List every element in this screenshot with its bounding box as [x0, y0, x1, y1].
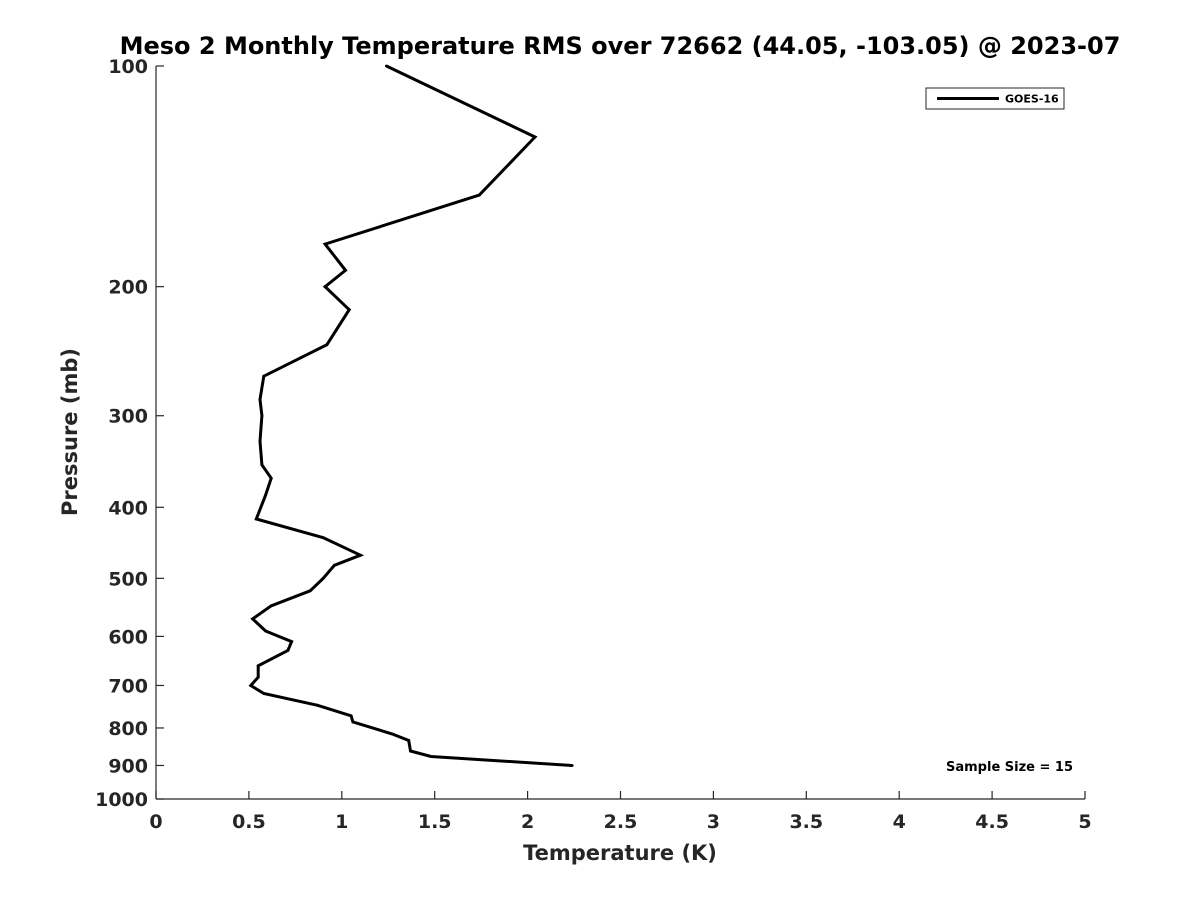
x-tick-label: 1	[335, 811, 348, 833]
data-point	[325, 343, 329, 347]
data-point	[533, 135, 537, 139]
x-tick-label: 4	[893, 811, 906, 833]
data-point	[256, 675, 260, 679]
y-tick-label: 400	[108, 497, 148, 519]
data-point	[254, 517, 258, 521]
data-point	[344, 268, 347, 272]
data-point	[308, 589, 312, 593]
sample-size-annotation: Sample Size = 15	[946, 760, 1073, 775]
x-tick-label: 5	[1078, 811, 1091, 833]
x-tick-label: 0	[149, 811, 162, 833]
data-point	[269, 604, 273, 608]
x-tick-label: 2.5	[604, 811, 638, 833]
y-tick-label: 900	[108, 755, 148, 777]
y-tick-label: 700	[108, 675, 148, 697]
data-point	[316, 703, 319, 707]
data-point	[262, 374, 266, 378]
chart-title: Meso 2 Monthly Temperature RMS over 7266…	[120, 32, 1121, 60]
data-point	[347, 308, 351, 312]
data-point	[359, 553, 362, 557]
y-tick-label: 200	[108, 277, 148, 299]
y-tick-label: 300	[108, 406, 148, 428]
data-point	[249, 684, 253, 687]
x-tick-label: 4.5	[975, 811, 1009, 833]
y-ticks: 100 200 300 400 500 600 700 800 900 1000	[95, 56, 164, 811]
data-point	[290, 640, 293, 643]
data-point	[333, 563, 336, 567]
data-point	[264, 493, 267, 497]
data-point	[286, 649, 290, 652]
x-axis-label: Temperature (K)	[523, 841, 717, 865]
data-point	[323, 242, 327, 246]
data-point	[407, 739, 411, 742]
data-point	[256, 664, 260, 668]
data-point	[351, 720, 355, 724]
data-point	[570, 764, 574, 767]
legend-label-goes-16: GOES-16	[1005, 93, 1059, 106]
data-point	[429, 755, 433, 758]
x-tick-label: 3.5	[789, 811, 823, 833]
data-point	[323, 285, 327, 289]
data-point	[385, 64, 388, 68]
series-line-goes-16	[248, 64, 573, 767]
data-point	[321, 576, 325, 580]
data-point	[251, 617, 255, 621]
y-axis-label: Pressure (mb)	[58, 348, 82, 516]
x-tick-label: 0.5	[232, 811, 266, 833]
data-point	[269, 476, 273, 480]
x-ticks: 0 0.5 1 1.5 2 2.5 3 3.5 4 4.5 5	[149, 791, 1092, 833]
data-point	[258, 398, 262, 401]
x-tick-label: 2	[521, 811, 534, 833]
x-tick-label: 3	[707, 811, 720, 833]
data-point	[390, 732, 394, 736]
y-tick-label: 800	[108, 718, 148, 740]
data-point	[262, 692, 266, 695]
y-tick-label: 1000	[95, 789, 148, 811]
data-point	[264, 629, 267, 633]
data-point	[349, 714, 353, 718]
series-layer	[248, 64, 574, 767]
x-tick-label: 1.5	[418, 811, 452, 833]
data-point	[409, 749, 412, 753]
y-tick-label: 600	[108, 626, 148, 648]
data-point	[321, 536, 325, 540]
legend: GOES-16	[925, 87, 1065, 110]
y-tick-label: 100	[108, 56, 148, 78]
data-point	[260, 463, 264, 467]
data-point	[477, 193, 481, 197]
data-point	[258, 439, 262, 443]
y-tick-label: 500	[108, 568, 148, 590]
data-point	[260, 414, 264, 418]
